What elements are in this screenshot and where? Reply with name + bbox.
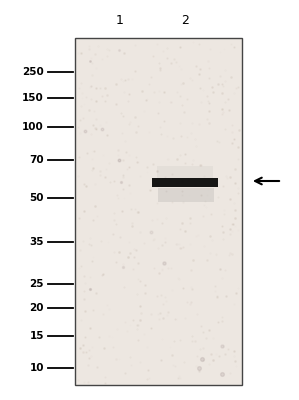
Text: 1: 1 (116, 14, 124, 26)
Bar (157, 166, 213, 178)
Text: 20: 20 (30, 303, 44, 313)
Text: 150: 150 (22, 93, 44, 103)
Text: 15: 15 (30, 331, 44, 341)
Bar (158, 188, 214, 202)
Text: 250: 250 (22, 67, 44, 77)
Text: 70: 70 (29, 155, 44, 165)
Text: 25: 25 (30, 279, 44, 289)
Text: 10: 10 (30, 363, 44, 373)
Text: 2: 2 (181, 14, 189, 26)
Bar (152, 178, 218, 187)
Text: 100: 100 (22, 122, 44, 132)
Bar (75, 38, 242, 385)
Text: 50: 50 (30, 193, 44, 203)
Text: 35: 35 (30, 237, 44, 247)
